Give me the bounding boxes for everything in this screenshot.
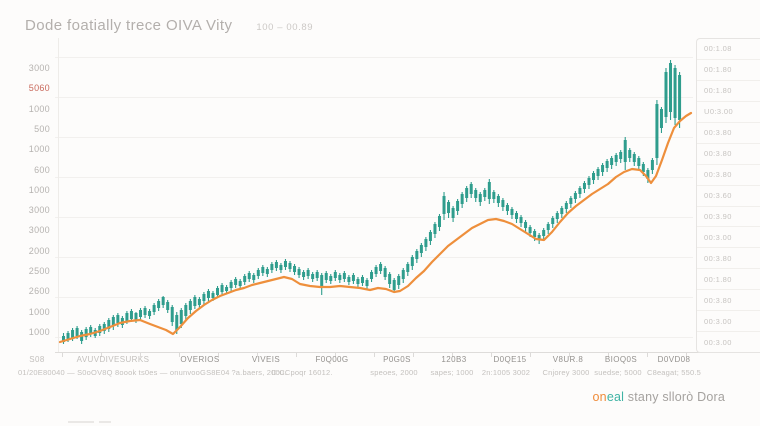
panel-row: 00:1.80 [697, 269, 760, 291]
x-axis-sublabel: Cnjorey 3000 [542, 368, 590, 377]
y-axis-label: 2500 [28, 266, 50, 276]
x-axis-label: VIVEIS [251, 355, 281, 364]
panel-row: 00:3.80 [697, 290, 760, 312]
y-axis-label: 3000 [28, 205, 50, 215]
panel-row: 00:3.80 [697, 248, 760, 270]
y-axis-label: 1000 [28, 307, 50, 317]
y-axis-label: 2000 [28, 246, 50, 256]
x-axis-label: D0VD08 [657, 355, 691, 364]
panel-row: 00:3.80 [697, 165, 760, 186]
chart-title: Dode foatially trece OIVA Vity [25, 17, 233, 34]
x-axis-sublabel: 2n:1005 3002 [481, 368, 531, 377]
x-axis-label: V8UR.8 [552, 355, 584, 364]
panel-row: 00:3.00 [704, 337, 732, 347]
x-axis-sublabel: C8eagat; 550.5 [646, 368, 702, 377]
chart-header: Dode foatially trece OIVA Vity 100 – 00.… [25, 17, 313, 34]
y-axis-label: 1000 [28, 104, 50, 114]
panel-row: U0:3.00 [697, 102, 760, 123]
panel-row: 00:3.80 [697, 144, 760, 165]
panel-row: 00:3.00 [697, 311, 760, 333]
x-axis-sublabel: ?a.baers, 200u. [231, 368, 287, 377]
chart-header-value: 100 – 00.89 [256, 22, 314, 33]
y-axis-label: 2600 [28, 286, 50, 296]
y-axis-label: 1000 [28, 327, 50, 337]
x-axis-label: D0QE15 [493, 355, 527, 364]
y-axis-label: 500 [34, 124, 50, 134]
x-axis-ticks [62, 353, 687, 357]
panel-row: 00:1.80 [697, 60, 760, 81]
panel-row: 00:1.08 [697, 39, 760, 60]
right-value-panel: 00:1.08 00:1.80 00:1.80 U0:3.00 00:3.80 00:3.… [696, 38, 760, 353]
watermark-segment: on [592, 390, 607, 404]
panel-row: 00:3.80 [697, 123, 760, 144]
panel-row: 00:3.60 [697, 186, 760, 207]
x-axis-sublabel: sapes; 1000 [430, 368, 474, 377]
y-axis-label: 5060 [28, 83, 50, 93]
watermark-segment: stany sllorò Dora [624, 390, 725, 404]
watermark-segment: eal [606, 390, 625, 404]
moving-average-line [58, 111, 693, 344]
x-axis-label: P0G0S [383, 355, 411, 364]
watermark-brand: oneal stany sllorò Dora [593, 390, 725, 404]
x-axis-label: OVERIOS [180, 355, 220, 364]
x-axis-sublabel: speoes, 2000 [370, 368, 418, 377]
x-axis-sublabel: D:CCpoqr 16012. [271, 368, 333, 377]
y-axis-label: 3000 [28, 225, 50, 235]
x-axis-label: BIOQ0S [604, 355, 638, 364]
x-axis-label: AVUVDIVESURKS [76, 355, 150, 364]
y-axis-label: 3000 [28, 63, 50, 73]
candlestick-series [62, 60, 682, 344]
x-axis-label: 120B3 [441, 355, 467, 364]
y-axis-label: 1000 [28, 185, 50, 195]
y-axis-label: 600 [34, 165, 50, 175]
x-axis-label: S08 [29, 355, 45, 364]
x-axis-sublabel: suedse; 5000 [594, 368, 642, 377]
footer-smudge [68, 421, 114, 423]
gridlines [55, 57, 693, 338]
x-axis-sublabel: 01/20E80040 — S0oOV8Q 8oook ts0es — onun… [18, 368, 230, 377]
panel-row: 00:1.80 [697, 81, 760, 102]
y-axis-label: 1000 [28, 144, 50, 154]
x-axis-label: F0Q00G [315, 355, 349, 364]
panel-row: 00:3.00 [697, 227, 760, 249]
panel-row: 00:3.90 [697, 207, 760, 228]
